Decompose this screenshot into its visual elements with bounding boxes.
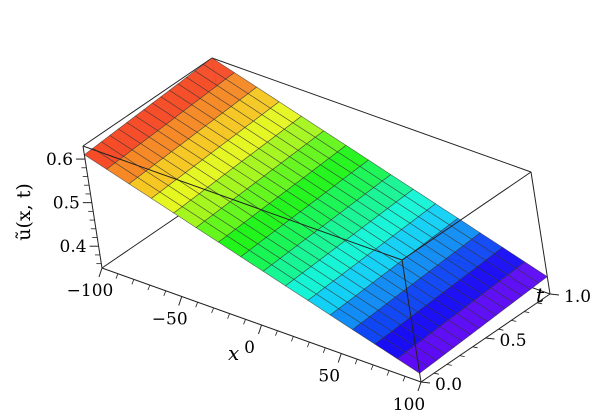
box-edge	[82, 145, 403, 261]
t-minor-tick	[472, 346, 478, 349]
surface-mesh	[83, 57, 548, 374]
x-minor-tick	[291, 336, 294, 342]
x-tick-label: 100	[393, 395, 425, 415]
x-minor-tick	[131, 279, 135, 285]
x-minor-tick	[243, 319, 246, 325]
t-minor-tick	[511, 320, 517, 322]
u-axis-label: ũ(x, t)	[13, 183, 35, 241]
x-minor-tick	[370, 364, 374, 371]
x-tick	[258, 324, 262, 335]
x-tick	[98, 267, 103, 278]
x-minor-tick	[386, 370, 390, 376]
t-tick-label: 0.5	[500, 331, 527, 351]
x-tick-label: 50	[318, 367, 340, 387]
box-edge	[82, 145, 103, 269]
t-minor-tick	[498, 328, 504, 331]
x-minor-tick	[227, 313, 230, 319]
x-minor-tick	[306, 341, 310, 348]
x-minor-tick	[402, 376, 406, 382]
x-minor-tick	[211, 307, 215, 314]
x-minor-tick	[163, 290, 167, 296]
x-minor-tick	[322, 347, 326, 353]
t-tick-label: 1.0	[564, 287, 591, 307]
t-tick-label: 0.0	[435, 375, 462, 395]
x-minor-tick	[275, 330, 278, 336]
box-edge	[530, 171, 551, 295]
t-minor-tick	[537, 302, 543, 305]
t-axis-label: t	[536, 283, 545, 307]
x-minor-tick	[115, 273, 119, 279]
x-tick	[178, 296, 183, 306]
t-minor-tick	[433, 372, 439, 375]
box-edge	[211, 57, 532, 173]
x-tick	[417, 381, 422, 392]
x-axis-label: x	[228, 341, 239, 365]
t-minor-tick	[524, 311, 530, 313]
x-tick	[337, 353, 342, 363]
x-minor-tick	[195, 302, 199, 308]
box-edge	[82, 57, 213, 147]
x-tick-label: −50	[152, 310, 188, 330]
t-minor-tick	[446, 364, 452, 366]
u-tick-label: 0.5	[53, 194, 80, 214]
u-tick-label: 0.4	[60, 237, 87, 257]
axis-ticks: −100 −50 0 50 100 0.0 0.5 1.0 0.4 0.5 0.6	[46, 150, 591, 415]
u-tick-label: 0.6	[46, 150, 73, 170]
x-minor-tick	[147, 284, 151, 291]
box-edge	[401, 171, 532, 261]
x-minor-tick	[354, 359, 358, 365]
t-minor-tick	[459, 355, 465, 357]
box-edge	[401, 259, 422, 383]
t-tick	[549, 293, 560, 296]
x-tick-label: 0	[244, 338, 255, 358]
x-tick-label: −100	[67, 281, 114, 301]
t-tick	[485, 337, 495, 340]
t-tick	[420, 381, 431, 384]
